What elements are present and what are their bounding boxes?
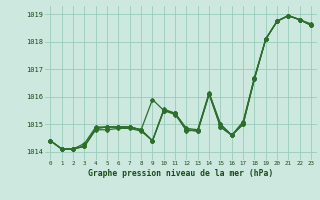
X-axis label: Graphe pression niveau de la mer (hPa): Graphe pression niveau de la mer (hPa) <box>88 169 273 178</box>
